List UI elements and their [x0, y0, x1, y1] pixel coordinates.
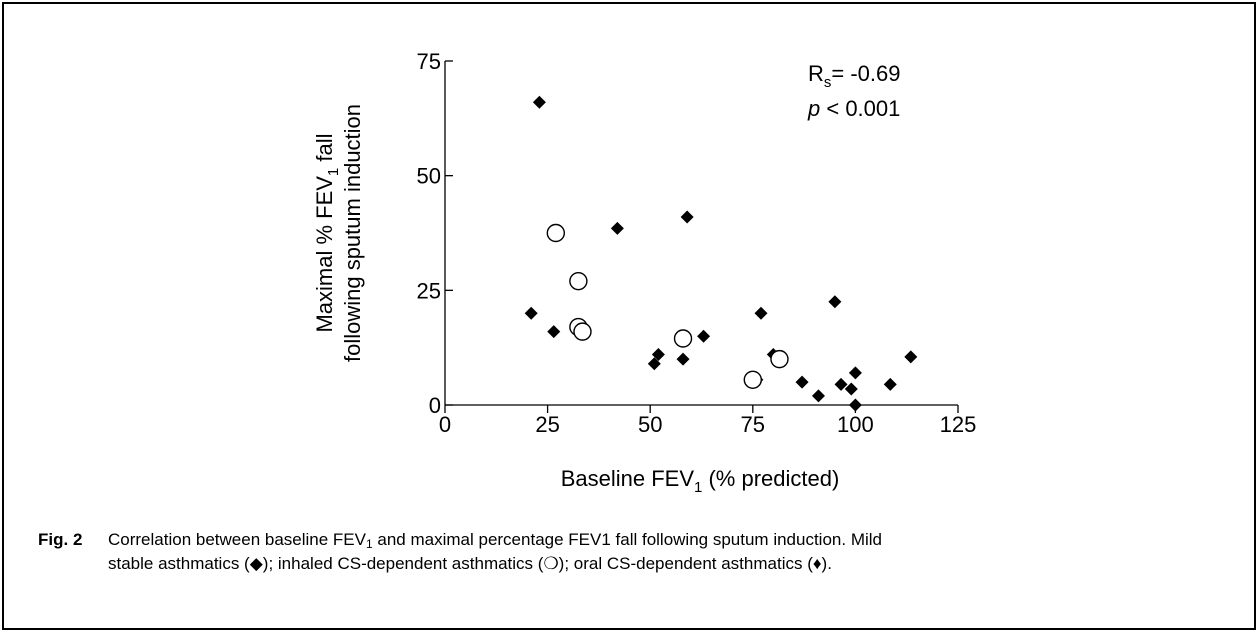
figure-caption: Fig. 2 Correlation between baseline FEV1 …	[38, 528, 1228, 576]
y-tick-label: 25	[417, 278, 441, 303]
data-point-diamond	[524, 306, 538, 320]
data-point-circle	[770, 349, 789, 369]
data-point-diamond	[844, 382, 858, 396]
data-point-diamond	[828, 295, 842, 309]
y-tick-label: 75	[417, 49, 441, 74]
data-point-diamond	[795, 375, 809, 389]
data-point-circle	[569, 271, 588, 291]
data-point-circle	[573, 322, 592, 341]
data-point-diamond	[610, 221, 624, 235]
x-tick-label: 50	[638, 412, 662, 437]
caption-label: Fig. 2	[38, 530, 83, 549]
x-tick-label: 100	[837, 412, 874, 437]
data-point-diamond	[834, 377, 848, 391]
y-tick-label: 0	[429, 393, 441, 418]
y-axis-title-line2: following sputum induction	[340, 104, 365, 362]
y-tick-label: 50	[417, 164, 441, 189]
data-point-circle	[546, 223, 566, 243]
y-axis-title: Maximal % FEV1 fall following sputum ind…	[312, 104, 365, 362]
data-point-diamond	[676, 352, 690, 366]
data-point-diamond	[883, 377, 897, 391]
y-axis-title-line1: Maximal % FEV1 fall	[312, 133, 342, 332]
data-point-diamond	[904, 350, 918, 364]
data-point-diamond	[848, 398, 862, 412]
data-point-diamond	[547, 325, 561, 339]
caption-sub: 1	[365, 537, 373, 551]
data-points	[524, 95, 918, 412]
data-point-diamond	[697, 329, 711, 343]
scatter-chart: 0 25 50 75 0 25 50 75 100 125 Baseline FEV1 (% p…	[312, 49, 976, 496]
caption-line2: stable asthmatics (◆); inhaled CS-depend…	[108, 554, 832, 573]
y-ticks: 0 25 50 75	[417, 49, 453, 418]
x-tick-label: 25	[535, 412, 559, 437]
x-tick-label: 125	[940, 412, 977, 437]
x-ticks: 0 25 50 75 100 125	[439, 405, 976, 437]
x-tick-label: 75	[741, 412, 765, 437]
x-axis-title: Baseline FEV1 (% predicted)	[561, 466, 840, 496]
data-point-diamond	[848, 366, 862, 380]
rs-statistic: Rs= -0.69	[808, 61, 901, 91]
data-point-circle	[743, 370, 762, 389]
data-point-diamond	[811, 389, 825, 403]
data-point-diamond	[754, 306, 768, 320]
caption-text-b: and maximal percentage FEV1 fall followi…	[372, 530, 882, 549]
data-point-diamond	[647, 357, 661, 371]
data-point-circle	[673, 329, 693, 348]
x-tick-label: 0	[439, 412, 451, 437]
data-point-diamond	[532, 95, 546, 109]
data-point-diamond	[651, 348, 665, 362]
data-point-diamond	[680, 210, 694, 224]
p-statistic: p < 0.001	[807, 96, 900, 121]
caption-text-a: Correlation between baseline FEV	[108, 530, 366, 549]
